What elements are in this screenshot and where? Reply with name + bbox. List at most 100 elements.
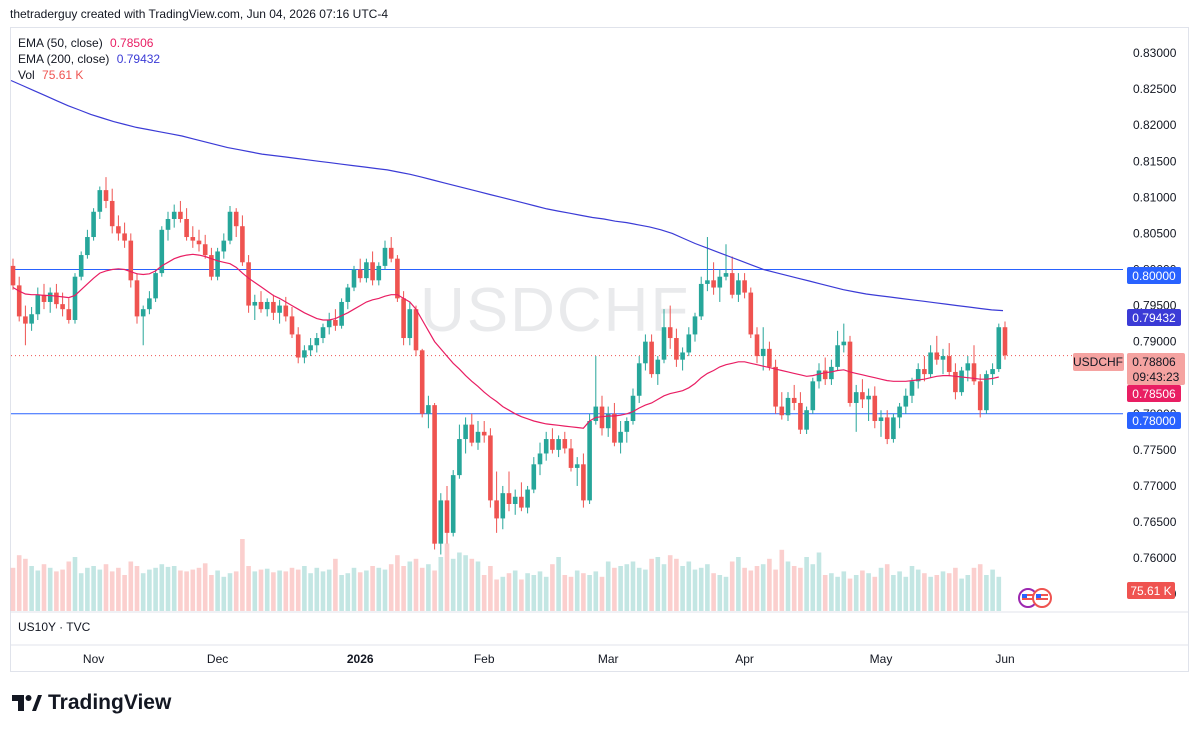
tradingview-logo[interactable]: TradingView <box>12 690 171 716</box>
volume-bar <box>891 575 896 611</box>
x-tick-label: May <box>870 652 893 666</box>
volume-bar <box>227 573 233 611</box>
candle <box>773 359 778 414</box>
volume-bar <box>419 567 425 611</box>
y-tick-label: 0.81000 <box>1133 190 1177 204</box>
legend-ema200[interactable]: EMA (200, close) 0.79432 <box>18 51 160 67</box>
volume-bar <box>153 567 158 611</box>
svg-text:0.80000: 0.80000 <box>1132 269 1176 283</box>
y-tick-label: 0.76000 <box>1133 551 1177 565</box>
volume-bar <box>767 558 772 611</box>
ema50-line <box>12 253 999 429</box>
volume-bar <box>190 569 196 611</box>
volume-bar <box>103 564 109 611</box>
volume-bar <box>196 567 202 611</box>
candle-body <box>810 381 816 411</box>
candle-body <box>413 309 419 351</box>
candle <box>66 298 72 324</box>
candle <box>370 251 375 286</box>
us-flag-icon[interactable] <box>1018 588 1038 608</box>
volume-bar <box>599 576 605 611</box>
candle <box>326 312 332 335</box>
candle <box>295 327 301 364</box>
candle-body <box>370 262 375 281</box>
legend-ema50[interactable]: EMA (50, close) 0.78506 <box>18 35 160 51</box>
candle-body <box>537 453 543 465</box>
volume-bar <box>326 569 332 611</box>
candle-body <box>680 352 685 360</box>
candle <box>16 276 22 322</box>
candle <box>314 332 320 353</box>
legend-ema50-label: EMA (50, close) <box>18 36 103 50</box>
volume-bar <box>438 557 444 611</box>
candle <box>767 341 772 371</box>
volume-bar <box>711 573 716 611</box>
candle <box>283 296 289 322</box>
volume-bar <box>760 564 766 611</box>
us-flag-icon[interactable] <box>1032 588 1052 608</box>
volume-bar <box>23 558 28 611</box>
volume-bar <box>835 576 840 611</box>
candle <box>754 327 760 364</box>
candle-body <box>587 421 592 501</box>
candle-body <box>357 269 363 279</box>
candle <box>891 413 896 443</box>
candle <box>122 222 127 248</box>
candle <box>153 269 158 302</box>
volume-bar <box>320 571 326 611</box>
candle <box>618 421 623 454</box>
legend-vol[interactable]: Vol 75.61 K <box>18 67 160 83</box>
volume-bar <box>791 566 797 611</box>
candle-body <box>35 294 41 315</box>
candle <box>450 470 456 537</box>
candle-body <box>866 395 871 400</box>
volume-bar <box>903 576 909 611</box>
y-tick-label: 0.82500 <box>1133 82 1177 96</box>
candle-body <box>667 327 673 339</box>
volume-bar <box>246 566 251 611</box>
candle-body <box>432 405 437 544</box>
secondary-pane-label[interactable]: US10Y · TVC <box>18 620 91 634</box>
candle <box>804 406 809 434</box>
volume-bar <box>977 564 983 611</box>
candle-body <box>72 276 78 320</box>
volume-bar <box>140 573 146 611</box>
candle <box>705 237 710 292</box>
volume-bar <box>705 564 710 611</box>
volume-bar <box>295 569 301 611</box>
candle-body <box>692 316 698 335</box>
candle <box>457 424 462 479</box>
candle-body <box>264 301 270 310</box>
candle-body <box>252 301 258 306</box>
volume-bar <box>221 576 227 611</box>
candle-body <box>512 496 518 504</box>
candle <box>959 366 964 396</box>
candle <box>184 208 189 241</box>
volume-bar <box>264 568 270 611</box>
volume-bar <box>816 552 822 611</box>
candle <box>103 177 109 209</box>
candle <box>903 388 909 414</box>
candle-body <box>630 395 636 422</box>
volume-bar <box>463 555 468 611</box>
candle-body <box>674 338 679 360</box>
candle-body <box>643 341 648 364</box>
candles-layer <box>10 177 1008 555</box>
candle-body <box>165 218 171 230</box>
volume-bar <box>605 561 611 611</box>
candle-body <box>661 327 667 360</box>
candle-body <box>835 345 840 367</box>
volume-bar <box>946 573 952 611</box>
candle <box>990 363 995 385</box>
candle <box>531 457 537 494</box>
candle-body <box>16 285 22 317</box>
candle <box>463 417 468 454</box>
candle <box>488 428 493 508</box>
volume-bar <box>860 570 865 611</box>
candle-body <box>550 439 555 450</box>
candle <box>593 356 599 425</box>
candle <box>686 327 692 357</box>
candle-body <box>742 280 747 293</box>
candle <box>698 276 704 320</box>
